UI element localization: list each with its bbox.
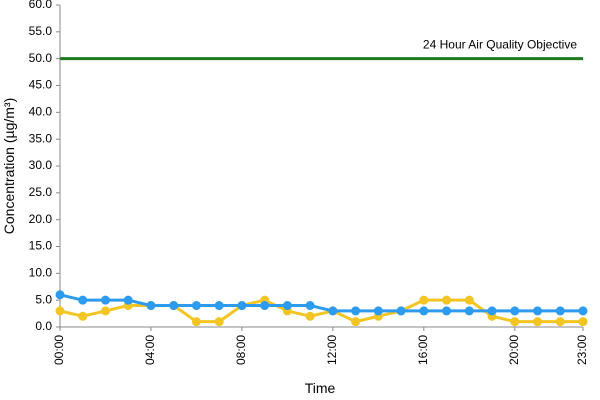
y-axis-title: Concentration (µg/m³)	[1, 98, 17, 234]
x-tick-label: 23:00	[575, 335, 589, 365]
y-tick-label: 45.0	[29, 78, 53, 92]
y-tick-label: 25.0	[29, 185, 53, 199]
point	[578, 306, 588, 316]
x-tick-label: 04:00	[143, 335, 157, 365]
y-tick-label: 55.0	[29, 24, 53, 38]
point	[55, 290, 65, 300]
point	[351, 317, 361, 327]
y-tick-label: 30.0	[29, 158, 53, 172]
point	[464, 295, 474, 305]
point	[578, 317, 588, 327]
point	[351, 306, 361, 316]
point	[55, 306, 65, 316]
point	[78, 311, 88, 321]
series-line	[59, 293, 583, 313]
point	[282, 301, 292, 311]
point	[555, 317, 565, 327]
point	[191, 301, 201, 311]
point	[169, 301, 179, 311]
x-axis-title: Time	[305, 380, 336, 396]
point	[555, 306, 565, 316]
point	[305, 301, 315, 311]
point	[373, 306, 383, 316]
point	[419, 295, 429, 305]
point	[396, 306, 406, 316]
point	[123, 295, 133, 305]
point	[191, 317, 201, 327]
y-tick-label: 15.0	[29, 239, 53, 253]
point	[100, 295, 110, 305]
point	[442, 295, 452, 305]
y-tick-label: 40.0	[29, 105, 53, 119]
x-tick-label: 08:00	[234, 335, 248, 365]
point	[100, 306, 110, 316]
y-tick-label: 50.0	[29, 51, 53, 65]
y-tick-label: 60.0	[29, 0, 53, 11]
point	[510, 317, 520, 327]
point	[533, 317, 543, 327]
threshold-label: 24 Hour Air Quality Objective	[423, 38, 577, 52]
x-tick-label: 00:00	[52, 335, 66, 365]
point	[305, 311, 315, 321]
point	[214, 317, 224, 327]
point	[214, 301, 224, 311]
point	[260, 301, 270, 311]
y-tick-label: 0.0	[35, 319, 52, 333]
x-tick-label: 20:00	[507, 335, 521, 365]
point	[510, 306, 520, 316]
y-tick-label: 20.0	[29, 212, 53, 226]
point	[328, 306, 338, 316]
point	[487, 306, 497, 316]
point	[442, 306, 452, 316]
x-tick-label: 12:00	[325, 335, 339, 365]
y-tick-label: 5.0	[35, 292, 52, 306]
point	[533, 306, 543, 316]
x-tick-label: 16:00	[416, 335, 430, 365]
y-tick-label: 35.0	[29, 131, 53, 145]
point	[237, 301, 247, 311]
point	[419, 306, 429, 316]
point	[78, 295, 88, 305]
point	[146, 301, 156, 311]
y-tick-label: 10.0	[29, 266, 53, 280]
point	[464, 306, 474, 316]
